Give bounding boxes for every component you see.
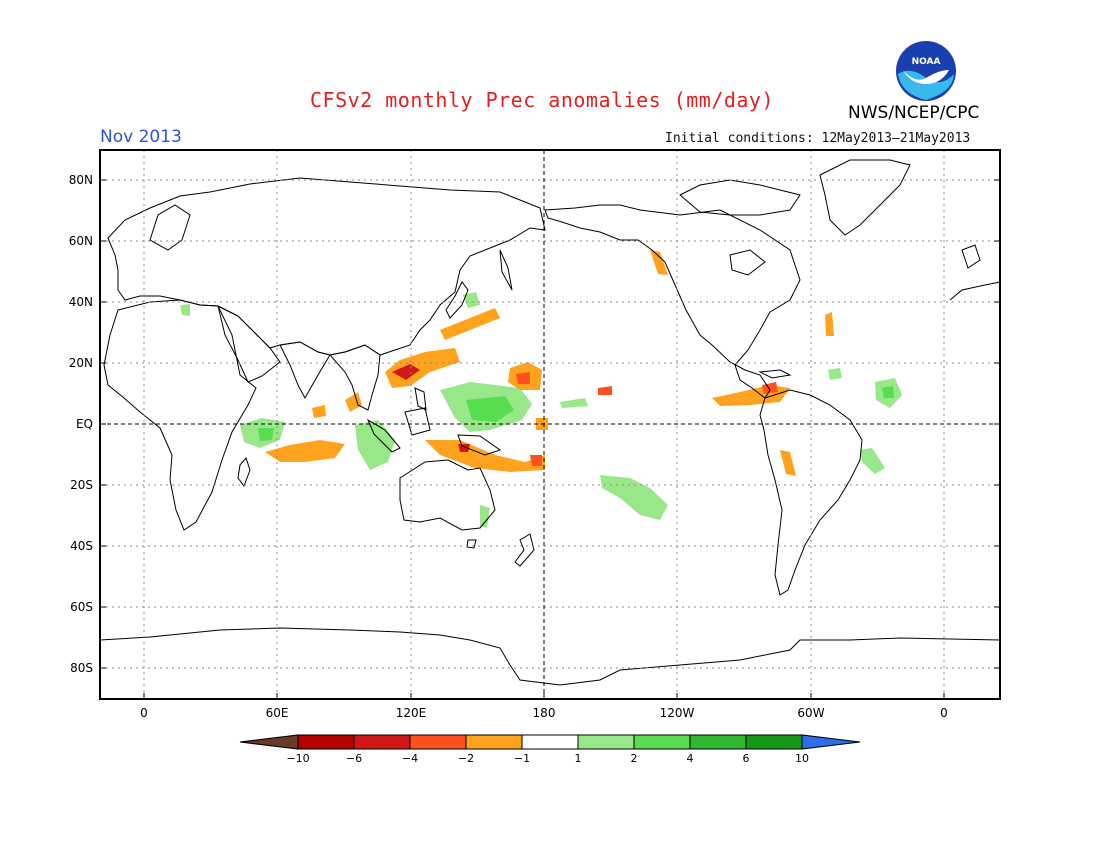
legend-label: −10: [286, 752, 309, 765]
coastline-eurasia: [107, 177, 546, 356]
anomaly-dry-atlantic-north: [825, 312, 834, 336]
legend-label: −6: [346, 752, 362, 765]
month-label: Nov 2013: [100, 127, 182, 147]
anomaly-dry-coral-sea-east-core: [530, 455, 542, 466]
anomaly-dry-bay-of-bengal: [345, 392, 362, 412]
coastline-greenland: [819, 159, 911, 236]
anomaly-dry-central-america-core: [762, 382, 778, 394]
legend-cells: [239, 734, 861, 750]
lon-label: 0: [140, 706, 148, 720]
coastline-indonesia-borneo: [404, 407, 431, 436]
lon-label: 120W: [660, 706, 695, 720]
coastline-australia: [399, 459, 496, 531]
coastline-indonesia-sumatra: [366, 418, 401, 453]
anomaly-dry-coral-sea: [425, 440, 545, 472]
anomaly-layer: [180, 250, 902, 528]
coastline-madagascar: [237, 457, 251, 488]
chart-title: CFSv2 monthly Prec anomalies (mm/day): [310, 88, 775, 112]
lon-label: 180: [533, 706, 556, 720]
anomaly-dry-central-pacific-north: [598, 386, 612, 395]
lat-label: 40S: [70, 539, 93, 553]
coastline-hudson-bay: [729, 249, 766, 276]
anomaly-dry-coral-sea-core: [458, 444, 470, 452]
lat-label: 60S: [70, 600, 93, 614]
anomaly-wet-japan: [463, 292, 480, 308]
lon-label: 120E: [396, 706, 427, 720]
lat-label: 40N: [69, 295, 93, 309]
lon-label: 60W: [797, 706, 824, 720]
anomaly-dry-alaska: [650, 250, 668, 275]
anomaly-wet-mediterranean: [180, 304, 190, 316]
legend-label: 10: [795, 752, 809, 765]
legend-cell: [353, 734, 411, 750]
coastline-new-zealand: [514, 533, 535, 567]
anomaly-wet-central-pacific: [560, 398, 588, 408]
coastlines: [100, 159, 1000, 686]
legend-cell: [409, 734, 467, 750]
lat-label: 80S: [70, 661, 93, 675]
coastline-scandinavia: [149, 204, 191, 251]
legend-cell: [297, 734, 355, 750]
legend-cell: [577, 734, 635, 750]
tick-marks: [100, 179, 1000, 699]
legend-labels: −10 −6 −4 −2 −1 1 2 4 6 10: [286, 752, 809, 765]
anomaly-dry-west-indian-ocean: [312, 405, 326, 418]
coastline-japan: [445, 281, 469, 319]
logo-text: NOAA: [912, 57, 941, 67]
anomaly-wet-australia-east: [480, 505, 490, 528]
coastline-south-america: [759, 389, 863, 596]
lat-label: EQ: [76, 417, 93, 431]
agency-label: NWS/NCEP/CPC: [848, 103, 980, 123]
legend-label: −4: [402, 752, 418, 765]
coastline-tasmania: [466, 539, 477, 549]
legend-label: −2: [458, 752, 474, 765]
legend-cell: [521, 734, 579, 750]
legend-arrow-low: [239, 734, 299, 750]
legend-label: 2: [631, 752, 638, 765]
anomaly-dry-andes: [780, 450, 796, 476]
legend-label: −1: [514, 752, 530, 765]
lat-label: 80N: [69, 173, 93, 187]
lat-label: 20N: [69, 356, 93, 370]
anomaly-wet-maritime: [355, 420, 395, 470]
coastline-uk: [961, 244, 981, 269]
anomaly-wet-atlantic-core: [882, 386, 894, 398]
anomaly-wet-brazil: [860, 448, 885, 474]
anomaly-wet-south-pacific: [600, 475, 668, 520]
lat-labels: 80N 60N 40N 20N EQ 20S 40S 60S 80S: [69, 173, 93, 675]
initial-conditions-label: Initial conditions: 12May2013–21May2013: [665, 131, 971, 146]
coastline-arctic-islands: [679, 179, 801, 216]
anomaly-wet-sahel: [828, 368, 842, 380]
grid-lines: [100, 150, 1000, 699]
anomaly-dry-marshall-core: [516, 372, 530, 384]
lon-labels: 0 60E 120E 180 120W 60W 0: [140, 706, 948, 720]
logo-bird: [903, 70, 949, 84]
lon-label: 60E: [266, 706, 289, 720]
legend-label: 4: [687, 752, 694, 765]
legend-cell: [689, 734, 747, 750]
anomaly-dry-philippine-core: [392, 364, 420, 380]
legend-label: 6: [743, 752, 750, 765]
legend-cell: [745, 734, 803, 750]
anomaly-wet-indian-ocean-core: [258, 428, 274, 441]
lat-label: 60N: [69, 234, 93, 248]
coastline-philippines: [414, 387, 427, 411]
coastline-antarctica: [100, 627, 1000, 686]
anomaly-dry-nw-pacific: [440, 308, 500, 340]
legend-label: 1: [575, 752, 582, 765]
coastline-kamchatka: [499, 249, 513, 291]
coastline-new-guinea: [457, 434, 502, 456]
coastline-europe-west: [949, 281, 1000, 301]
coastline-cuba: [758, 369, 792, 379]
legend-cell: [633, 734, 691, 750]
noaa-logo: NOAA: [896, 41, 956, 101]
anomaly-wet-warm-pool-core: [466, 396, 514, 422]
anomaly-dry-indian-ocean-south: [265, 440, 345, 462]
lat-label: 20S: [70, 478, 93, 492]
lon-label: 0: [940, 706, 948, 720]
legend-arrow-high: [801, 734, 861, 750]
legend-cell: [465, 734, 523, 750]
